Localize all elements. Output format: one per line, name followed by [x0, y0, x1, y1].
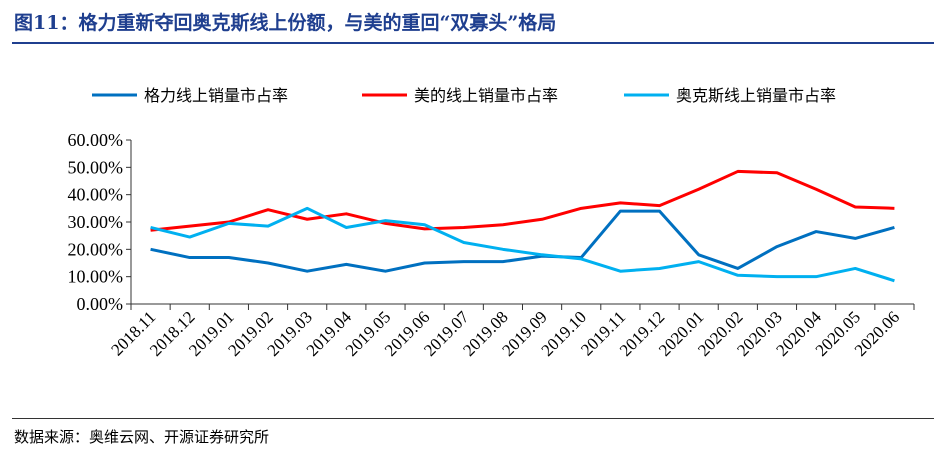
footer-divider — [12, 418, 934, 419]
y-tick-label: 10.00% — [68, 267, 124, 287]
figure-title: 图11：格力重新夺回奥克斯线上份额，与美的重回“双寡头”格局 — [14, 12, 557, 34]
y-tick-label: 0.00% — [77, 294, 124, 314]
title-divider — [12, 42, 934, 44]
series-line-2 — [150, 206, 895, 283]
legend-label: 奥克斯线上销量市占率 — [676, 86, 836, 105]
legend-label: 格力线上销量市占率 — [144, 86, 288, 105]
y-tick-label: 40.00% — [68, 185, 124, 205]
y-tick-label: 30.00% — [68, 212, 124, 232]
data-source: 数据来源：奥维云网、开源证券研究所 — [14, 428, 270, 446]
x-tick-label: 2020.06 — [851, 307, 904, 360]
series-line-0 — [150, 209, 895, 273]
y-tick-label: 20.00% — [68, 239, 124, 259]
series-line-1 — [150, 169, 895, 232]
legend-label: 美的线上销量市占率 — [414, 86, 558, 105]
y-tick-label: 60.00% — [68, 130, 124, 150]
y-tick-label: 50.00% — [68, 157, 124, 177]
